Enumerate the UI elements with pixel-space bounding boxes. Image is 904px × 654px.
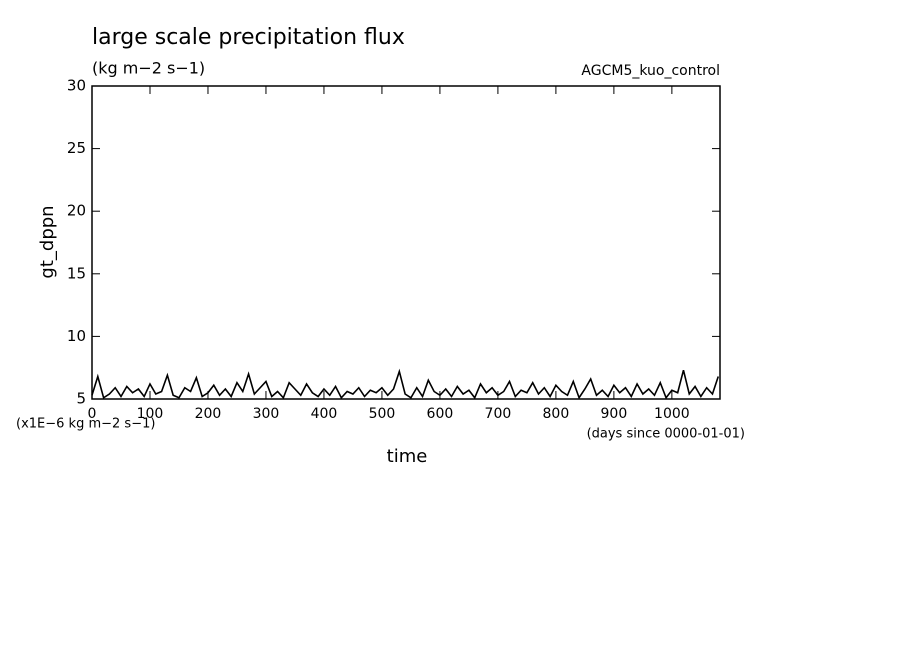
y-tick-label: 5 <box>76 390 86 408</box>
x-tick-label: 900 <box>601 406 628 422</box>
x-tick-label: 500 <box>369 406 396 422</box>
x-axis-label: time <box>387 446 428 467</box>
data-line <box>91 368 720 400</box>
y-units: (x1E−6 kg m−2 s−1) <box>16 417 155 432</box>
x-tick-label: 700 <box>485 406 512 422</box>
plot-frame <box>91 85 721 400</box>
y-tick-label: 10 <box>67 327 86 345</box>
annotation: AGCM5_kuo_control <box>581 63 720 79</box>
x-tick-label: 0 <box>88 406 97 422</box>
chart-title: large scale precipitation flux <box>92 25 405 50</box>
x-units: (days since 0000-01-01) <box>587 427 745 442</box>
x-tick-label: 800 <box>543 406 570 422</box>
y-tick-label: 15 <box>67 264 86 282</box>
x-tick-label: 600 <box>427 406 454 422</box>
y-tick-label: 25 <box>67 139 86 157</box>
x-tick-label: 1000 <box>654 406 690 422</box>
y-axis-label: gt_dppn <box>37 205 58 278</box>
y-tick-label: 30 <box>67 77 86 95</box>
x-tick-label: 300 <box>253 406 280 422</box>
y-tick-label: 20 <box>67 202 86 220</box>
x-tick-label: 400 <box>311 406 338 422</box>
x-tick-label: 100 <box>137 406 164 422</box>
x-tick-label: 200 <box>195 406 222 422</box>
subtitle: (kg m−2 s−1) <box>92 59 205 78</box>
